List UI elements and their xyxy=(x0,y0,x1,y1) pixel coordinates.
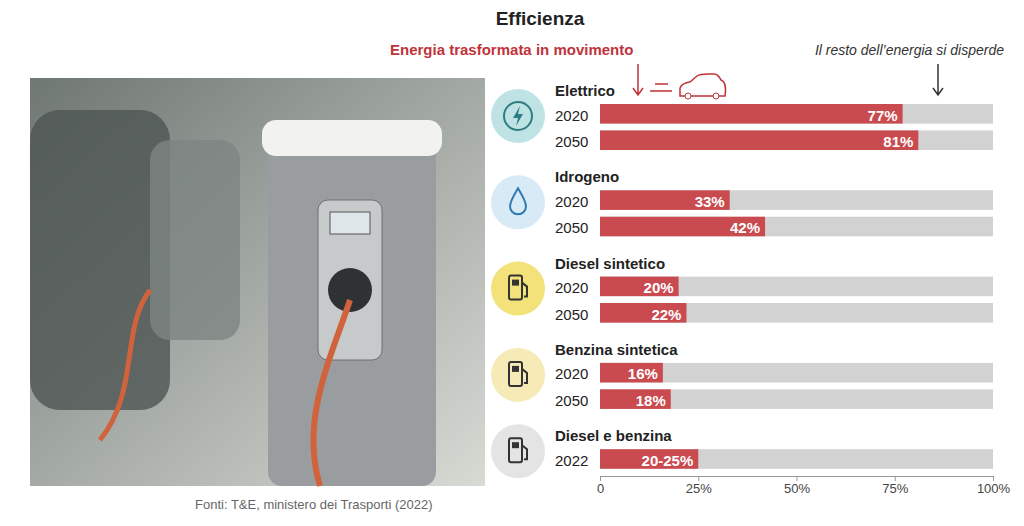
bars xyxy=(600,104,993,469)
icon-pump xyxy=(509,276,522,300)
track xyxy=(600,277,993,297)
charger-body xyxy=(268,130,436,486)
icon-drop xyxy=(510,188,526,214)
group-icon xyxy=(491,424,545,478)
cable xyxy=(100,290,150,440)
track xyxy=(600,363,993,383)
charger-panel xyxy=(318,200,382,360)
tick: 75% xyxy=(882,476,908,496)
data-label: 42% xyxy=(730,219,760,236)
group-label: Benzina sintetica xyxy=(555,341,678,358)
icon-ring xyxy=(504,102,532,130)
car-wheel xyxy=(713,93,719,99)
tick: 0 xyxy=(597,476,604,496)
data-label: 33% xyxy=(695,193,725,210)
tick: 50% xyxy=(784,476,810,496)
icon-circle xyxy=(491,348,545,402)
data-label: 22% xyxy=(651,306,681,323)
annotation: Il resto dell’energia si disperde xyxy=(815,42,1004,58)
icon-pump-window xyxy=(512,280,519,286)
car-icon xyxy=(680,74,726,96)
x-axis: 0 25% 50% 75% 100% xyxy=(597,476,1011,496)
group-label: Diesel sintetico xyxy=(555,255,665,272)
charger-screen xyxy=(330,212,370,234)
icon-pump xyxy=(509,438,522,462)
track xyxy=(600,217,993,237)
pointers xyxy=(633,64,943,99)
data-label: 18% xyxy=(636,392,666,409)
track xyxy=(600,389,993,409)
bar xyxy=(600,104,903,124)
arrow xyxy=(633,64,643,95)
icons xyxy=(491,89,545,478)
category-label: 2050 xyxy=(555,306,588,323)
icon-pump-hose xyxy=(522,283,527,297)
data-label: 77% xyxy=(868,107,898,124)
source: Fonti: T&E, ministero dei Trasporti (202… xyxy=(195,497,432,512)
group-icon xyxy=(491,348,545,402)
icon-pump-window xyxy=(512,366,519,372)
track xyxy=(600,104,993,124)
charger-cap xyxy=(262,120,442,156)
icon-pump-window xyxy=(512,442,519,448)
group-icon xyxy=(491,262,545,316)
arrow xyxy=(933,64,943,95)
icon-pump-hose xyxy=(522,445,527,459)
bar xyxy=(600,130,918,150)
tick: 100% xyxy=(977,476,1011,496)
icon-circle xyxy=(491,175,545,229)
title: Efficienza xyxy=(496,8,585,29)
icon-circle xyxy=(491,262,545,316)
track xyxy=(600,303,993,323)
category-label: 2050 xyxy=(555,133,588,150)
data-label: 81% xyxy=(883,133,913,150)
category-label: 2020 xyxy=(555,365,588,382)
category-label: 2022 xyxy=(555,452,588,469)
bar xyxy=(600,277,679,297)
bar xyxy=(600,363,663,383)
bar xyxy=(600,217,765,237)
icon-pump-hose xyxy=(522,369,527,383)
data-label: 20% xyxy=(644,279,674,296)
track xyxy=(600,190,993,210)
track xyxy=(600,449,993,469)
category-label: 2050 xyxy=(555,392,588,409)
photo xyxy=(30,78,485,486)
icon-circle xyxy=(491,89,545,143)
bar xyxy=(600,303,686,323)
subtitle: Energia trasformata in movimento xyxy=(390,41,633,58)
tick-label: 100% xyxy=(977,481,1011,496)
category-label: 2050 xyxy=(555,219,588,236)
group-label: Diesel e benzina xyxy=(555,427,672,444)
speed-lines xyxy=(650,84,672,91)
bar xyxy=(600,190,730,210)
tick: 25% xyxy=(686,476,712,496)
tick-label: 0 xyxy=(597,481,604,496)
group-label: Elettrico xyxy=(555,82,615,99)
photo-background xyxy=(30,78,485,486)
icon-circle xyxy=(491,424,545,478)
group-label: Idrogeno xyxy=(555,168,619,185)
bar xyxy=(600,449,698,469)
category-label: 2020 xyxy=(555,193,588,210)
tick-label: 25% xyxy=(686,481,712,496)
category-label: 2020 xyxy=(555,279,588,296)
track xyxy=(600,130,993,150)
tick-label: 75% xyxy=(882,481,908,496)
bar xyxy=(600,389,671,409)
chart: Efficienza Energia trasformata in movimen… xyxy=(0,0,1024,526)
data-label: 20-25% xyxy=(642,452,694,469)
labels: Elettrico 2020 77% 2050 81% Idrogeno 2020 33% 20… xyxy=(555,82,913,469)
icon-bolt xyxy=(513,106,523,126)
data-label: 16% xyxy=(628,365,658,382)
tick-label: 50% xyxy=(784,481,810,496)
parked-car xyxy=(150,140,240,340)
group-icon xyxy=(491,89,545,143)
icon-pump xyxy=(509,362,522,386)
charger-cable xyxy=(313,300,350,486)
group-icon xyxy=(491,175,545,229)
category-label: 2020 xyxy=(555,107,588,124)
car-wheel xyxy=(685,93,691,99)
parked-car xyxy=(30,110,170,410)
